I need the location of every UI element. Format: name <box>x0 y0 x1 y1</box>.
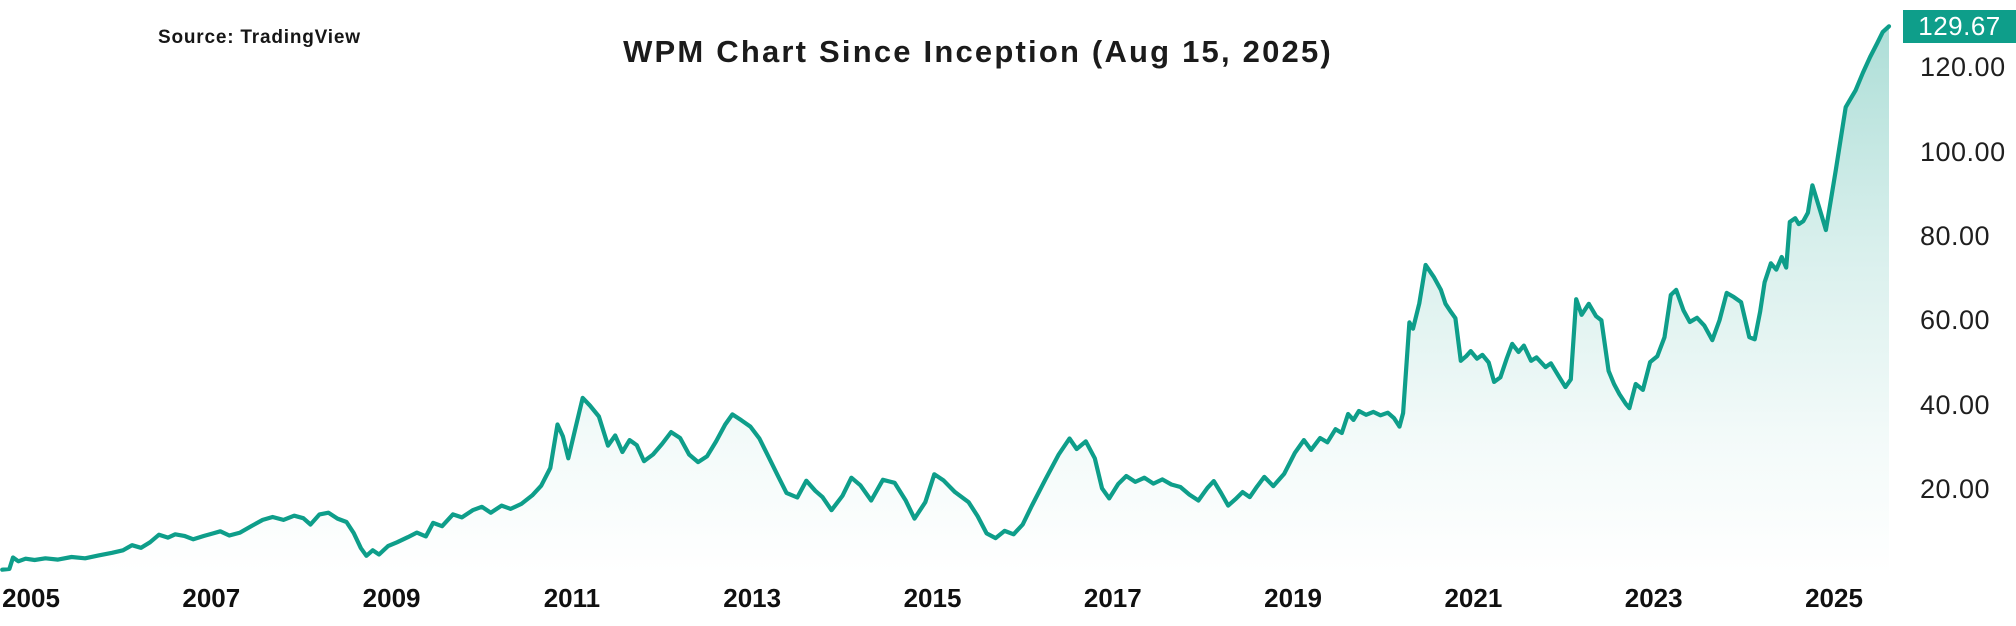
x-tick-label: 2015 <box>903 583 962 613</box>
x-tick-label: 2011 <box>543 583 601 613</box>
y-tick-label: 60.00 <box>1920 305 1991 336</box>
x-tick-label: 2021 <box>1444 583 1503 613</box>
x-tick-label: 2025 <box>1805 583 1863 613</box>
x-tick-label: 2019 <box>1264 583 1323 613</box>
x-tick-label: 2017 <box>1083 583 1142 613</box>
last-price-value: 129.67 <box>1918 11 2001 42</box>
source-attribution: Source: TradingView <box>158 27 361 48</box>
x-tick-label: 2013 <box>723 583 782 613</box>
x-tick-label: 2005 <box>2 583 60 613</box>
y-tick-label: 40.00 <box>1920 389 1991 420</box>
chart-title: WPM Chart Since Inception (Aug 15, 2025) <box>623 34 1333 69</box>
x-tick-label: 2009 <box>362 583 421 613</box>
x-tick-label: 2007 <box>182 583 241 613</box>
y-tick-label: 80.00 <box>1920 220 1991 251</box>
price-line <box>0 24 1892 572</box>
price-area-fill <box>2 26 1890 577</box>
y-tick-label: 100.00 <box>1920 136 2006 167</box>
x-tick-label: 2023 <box>1624 583 1683 613</box>
y-tick-label: 20.00 <box>1920 474 1991 505</box>
y-tick-label: 120.00 <box>1920 52 2006 83</box>
last-price-badge: 129.67 <box>1903 9 2016 43</box>
